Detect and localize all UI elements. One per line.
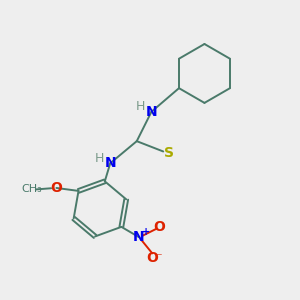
- Text: CH₃: CH₃: [21, 184, 42, 194]
- Text: N: N: [146, 105, 157, 119]
- Text: H: H: [94, 152, 104, 165]
- Text: +: +: [142, 227, 151, 237]
- Text: N: N: [104, 156, 116, 170]
- Text: O: O: [50, 181, 62, 195]
- Text: O: O: [154, 220, 166, 235]
- Text: N: N: [133, 230, 145, 244]
- Text: H: H: [136, 100, 145, 113]
- Text: O: O: [146, 251, 158, 265]
- Text: ⁻: ⁻: [155, 251, 162, 264]
- Text: S: S: [164, 146, 174, 160]
